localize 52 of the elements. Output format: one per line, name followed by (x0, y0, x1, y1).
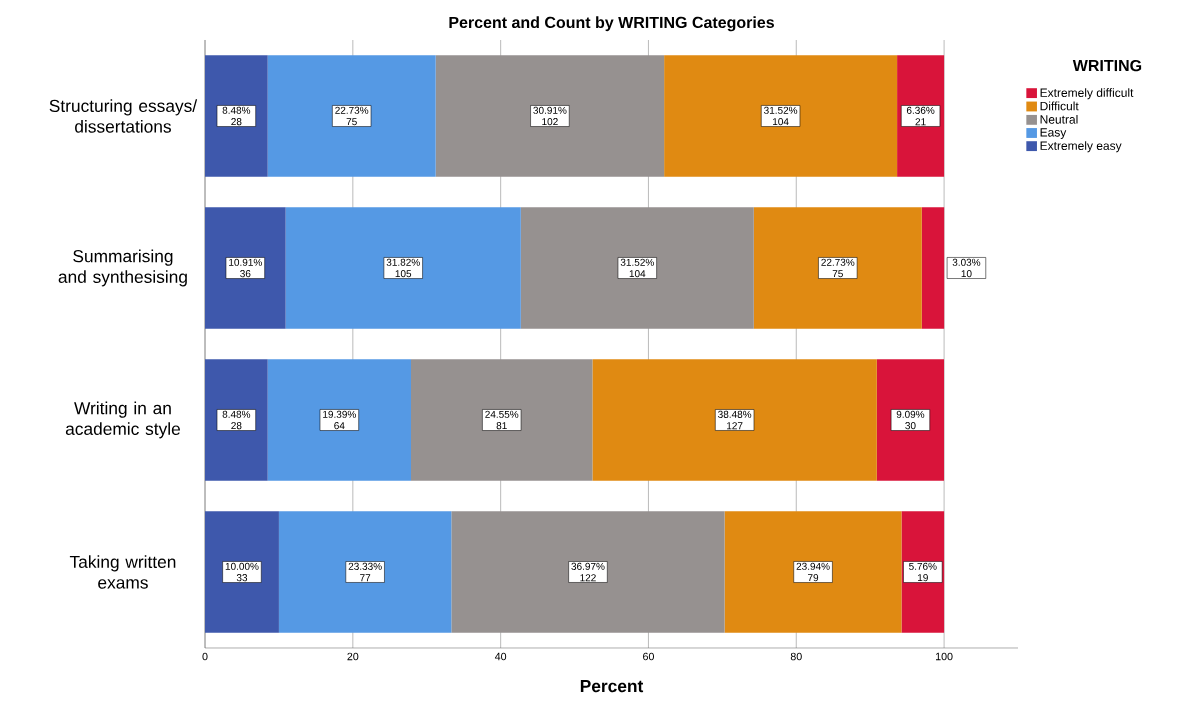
x-axis-title: Percent (580, 680, 644, 693)
legend-label: Neutral (1040, 114, 1078, 124)
data-label: 31.82% 105 (386, 258, 420, 278)
bar (205, 207, 286, 329)
y-tick-label: Summarising and synthesising (58, 249, 187, 287)
data-label: 22.73% 75 (335, 106, 369, 126)
bar (592, 359, 877, 481)
data-label: 5.76% 19 (909, 562, 937, 582)
x-tick-label: 20 (347, 652, 359, 661)
data-label: 23.94% 79 (796, 562, 830, 582)
bar (451, 511, 725, 633)
data-label: 30.91% 102 (533, 106, 567, 126)
data-label: 22.73% 75 (821, 258, 855, 278)
bar (724, 511, 902, 633)
data-label: 8.48% 28 (222, 410, 251, 430)
legend-title: WRITING (1072, 59, 1142, 72)
bar (664, 55, 898, 177)
x-tick-label: 100 (936, 652, 953, 661)
data-label: 36.97% 122 (571, 562, 605, 582)
data-label: 23.33% 77 (348, 562, 382, 582)
x-tick-label: 60 (643, 652, 654, 661)
y-tick-label: Structuring essays/ dissertations (49, 99, 198, 133)
bar (278, 511, 452, 633)
legend-label: Easy (1040, 128, 1067, 139)
legend-label: Difficult (1040, 101, 1079, 111)
x-tick-label: 0 (202, 652, 208, 661)
bar (267, 359, 411, 481)
data-label: 31.52% 104 (620, 258, 654, 278)
data-label: 8.48% 28 (222, 106, 251, 126)
data-label: 38.48% 127 (718, 410, 752, 430)
bar (921, 207, 945, 329)
y-tick-label: Writing in an academic style (65, 401, 180, 439)
data-label: 3.03% 10 (952, 258, 981, 278)
legend-label: Extremely easy (1040, 141, 1122, 153)
bar (410, 359, 593, 481)
data-label: 6.36% 21 (906, 106, 935, 126)
data-label: 31.52% 104 (764, 106, 798, 126)
bar (753, 207, 922, 329)
bar (267, 55, 436, 177)
x-tick-label: 80 (790, 652, 802, 661)
x-tick-label: 40 (494, 652, 507, 661)
chart-title: Percent and Count by WRITING Categories (449, 16, 774, 32)
data-label: 10.91% 36 (229, 258, 262, 278)
data-label: 19.39% 64 (323, 410, 356, 430)
data-label: 10.00% 33 (225, 562, 259, 582)
y-tick-label: Taking written exams (69, 555, 176, 589)
data-label: 9.09% 30 (896, 410, 925, 430)
legend-label: Extremely difficult (1040, 88, 1134, 100)
bar (435, 55, 665, 177)
bar (520, 207, 754, 329)
data-label: 24.55% 81 (485, 410, 519, 430)
bar (285, 207, 521, 329)
